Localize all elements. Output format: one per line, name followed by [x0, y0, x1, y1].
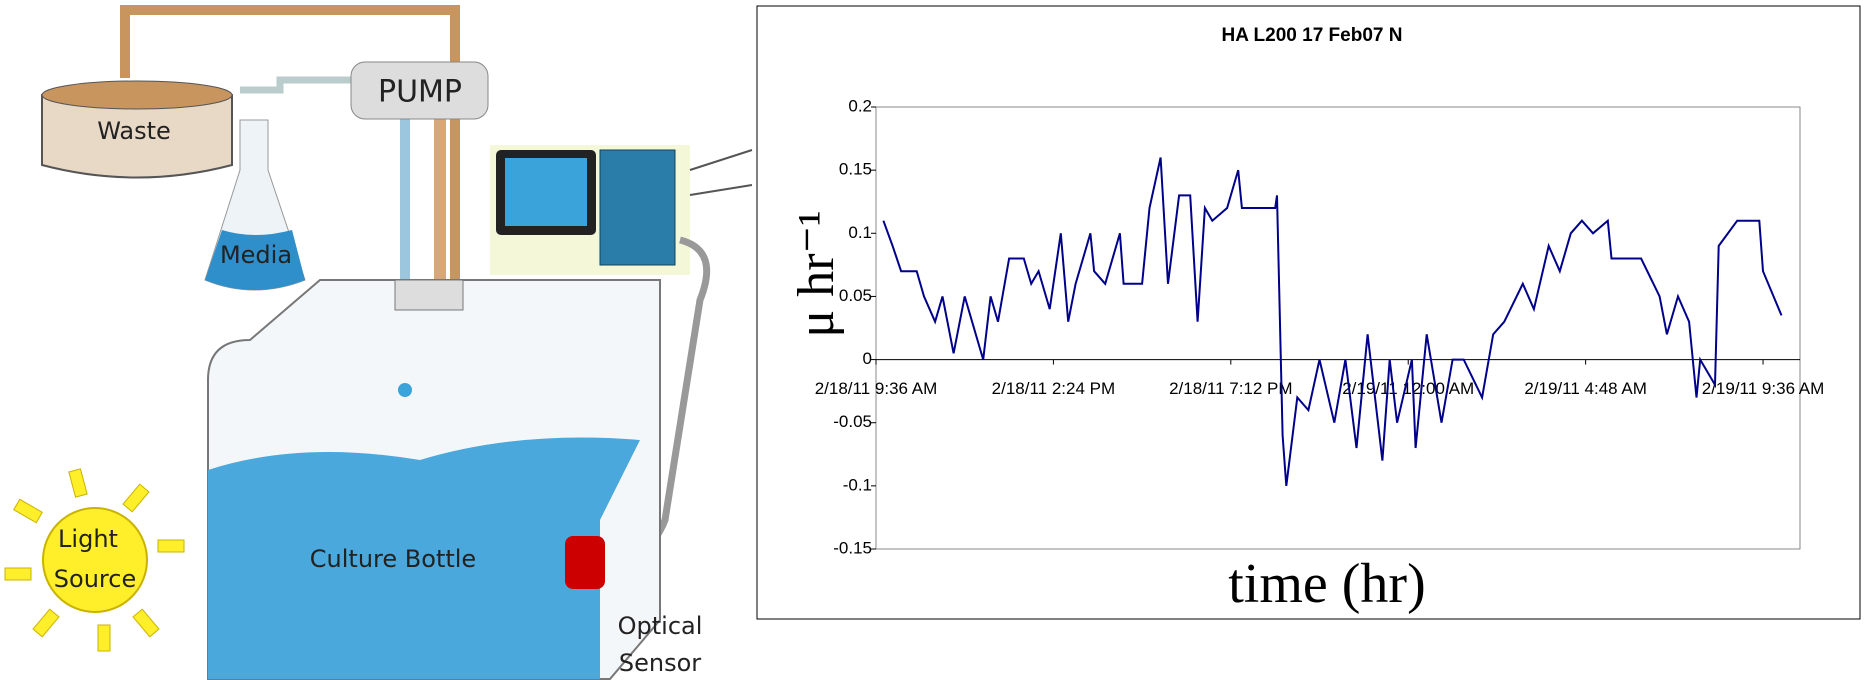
label: Source: [54, 565, 136, 593]
label: Sensor: [619, 649, 701, 677]
x-axis-label: time (hr): [1228, 553, 1425, 615]
y-tick-label: 0.2: [848, 96, 872, 115]
x-tick-label: 2/19/11 9:36 AM: [1702, 379, 1825, 398]
y-tick-label: -0.15: [833, 538, 872, 557]
label: Light: [58, 525, 118, 553]
y-axis-label: μ hr⁻¹: [788, 210, 845, 337]
waste-top: [41, 80, 233, 110]
tower: [599, 149, 676, 266]
label: Waste: [97, 117, 171, 145]
apparatus-diagram: Waste PUMP Media Culture Bottle Light So…: [4, 5, 753, 680]
plot-area: [875, 106, 1801, 550]
x-tick-label: 2/18/11 9:36 AM: [815, 379, 938, 398]
y-tick-label: -0.05: [833, 412, 872, 431]
x-tick-label: 2/18/11 2:24 PM: [992, 379, 1116, 398]
media-liquid: [205, 230, 305, 290]
tube: [120, 5, 460, 330]
y-tick-label: 0.05: [839, 286, 872, 305]
label: PUMP: [378, 75, 462, 110]
optical-sensor: [565, 536, 605, 589]
label: Culture Bottle: [310, 545, 476, 573]
pump: [350, 61, 489, 120]
sun-rays: [4, 468, 185, 652]
y-tick-label: -0.1: [843, 475, 872, 494]
sun: [42, 507, 148, 613]
label: Media: [220, 241, 292, 269]
chart-title: HA L200 17 Feb07 N: [1222, 25, 1403, 46]
cap: [394, 279, 464, 311]
y-tick-label: 0: [863, 349, 872, 368]
cable: [689, 149, 753, 196]
data-line: [882, 157, 1783, 487]
x-tick-label: 2/19/11 4:48 AM: [1524, 379, 1647, 398]
y-tick-label: 0.1: [848, 223, 872, 242]
plot: 0.2 0.15 0.1 0.05 0 -0.05 -0.1 -0.15 2/18/11 9:3…: [815, 96, 1825, 557]
y-tick-label: 0.15: [839, 160, 872, 179]
label: Optical: [618, 612, 703, 640]
screen: [505, 158, 587, 226]
culture-liquid: [208, 437, 640, 679]
drop: [398, 383, 412, 397]
tube: [240, 76, 351, 94]
chart-frame: [756, 5, 1861, 620]
x-tick-label: 2/18/11 7:12 PM: [1169, 379, 1293, 398]
